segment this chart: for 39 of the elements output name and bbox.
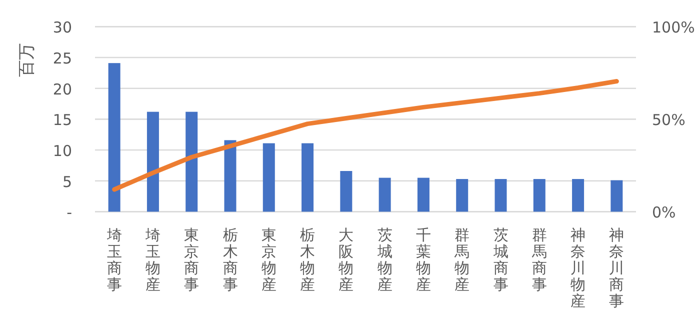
- bar: [340, 171, 352, 212]
- x-tick-label: 群馬商事: [530, 226, 547, 294]
- x-tick-label: 茨城商事: [492, 226, 508, 294]
- x-tick-label: 千葉物産: [416, 226, 431, 294]
- y-tick-label: 20: [52, 80, 72, 98]
- bar: [417, 178, 430, 212]
- x-tick-label: 栃木商事: [222, 226, 238, 294]
- y-tick-label: -: [66, 204, 72, 222]
- bar: [146, 112, 159, 212]
- bar: [224, 140, 236, 212]
- y-axis-title: 百万: [17, 43, 37, 77]
- bar: [186, 112, 198, 212]
- y-tick-label: 5: [62, 172, 72, 191]
- x-tick-label: 茨城物産: [376, 226, 392, 294]
- y-tick-label: 10: [52, 142, 72, 160]
- bar: [302, 143, 314, 212]
- bar: [108, 63, 120, 212]
- bar: [533, 179, 546, 212]
- x-tick-label: 神奈川商事: [609, 226, 624, 310]
- bar: [456, 179, 468, 212]
- bar: [378, 178, 391, 212]
- x-tick-label: 東京物産: [261, 226, 276, 294]
- y-tick-label: 25: [52, 50, 72, 68]
- bar: [494, 179, 507, 212]
- x-tick-label: 栃木物産: [300, 226, 316, 294]
- y2-tick-label: 100%: [652, 18, 695, 37]
- y2-tick-label: 50%: [652, 111, 686, 130]
- x-tick-label: 大阪物産: [338, 226, 354, 294]
- x-tick-label: 群馬物産: [454, 226, 470, 294]
- y-tick-label: 30: [52, 18, 72, 37]
- x-tick-label: 神奈川物産: [570, 226, 586, 310]
- y-tick-label: 15: [52, 111, 72, 130]
- x-tick-label: 埼玉商事: [106, 226, 122, 294]
- bar: [572, 179, 584, 212]
- x-tick-label: 東京商事: [184, 226, 200, 294]
- x-tick-label: 埼玉物産: [144, 226, 160, 294]
- bar: [262, 143, 275, 212]
- y2-tick-label: 0%: [652, 204, 676, 222]
- bar: [610, 180, 623, 212]
